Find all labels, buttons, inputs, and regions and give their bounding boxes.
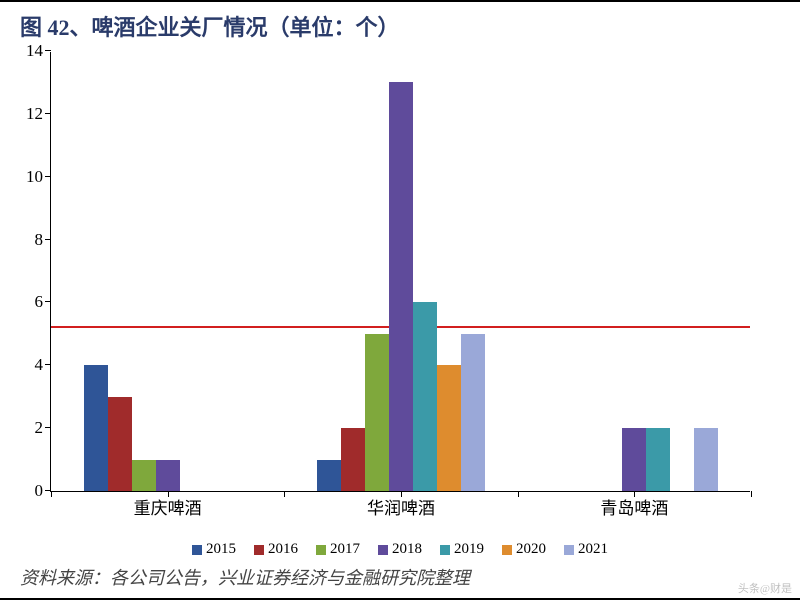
watermark: 头条@财是	[738, 580, 792, 596]
y-tick-label: 14	[13, 41, 43, 61]
bar	[622, 428, 646, 491]
y-tick-label: 0	[13, 481, 43, 501]
bar	[156, 460, 180, 491]
bar	[341, 428, 365, 491]
y-tick-mark	[45, 50, 51, 51]
y-tick-label: 2	[13, 418, 43, 438]
legend-item: 2018	[378, 541, 422, 558]
legend-swatch	[192, 545, 202, 555]
y-tick-mark	[45, 239, 51, 240]
legend-label: 2015	[206, 541, 236, 558]
legend-swatch	[378, 545, 388, 555]
x-tick-mark	[518, 491, 519, 497]
bar	[365, 334, 389, 491]
legend-label: 2021	[578, 541, 608, 558]
bar	[694, 428, 718, 491]
legend-label: 2018	[392, 541, 422, 558]
y-tick-mark	[45, 113, 51, 114]
legend: 2015 2016 2017 2018 2019 2020 2021	[50, 541, 750, 558]
x-tick-mark	[51, 491, 52, 497]
x-category-label: 青岛啤酒	[600, 494, 668, 519]
bar	[317, 460, 341, 491]
bar	[413, 302, 437, 491]
x-category-label: 华润啤酒	[367, 494, 435, 519]
x-tick-mark	[401, 491, 402, 497]
bar	[437, 365, 461, 491]
y-tick-mark	[45, 364, 51, 365]
legend-swatch	[502, 545, 512, 555]
legend-item: 2015	[192, 541, 236, 558]
legend-swatch	[254, 545, 264, 555]
x-tick-mark	[168, 491, 169, 497]
bar	[646, 428, 670, 491]
y-tick-mark	[45, 176, 51, 177]
legend-item: 2020	[502, 541, 546, 558]
legend-item: 2021	[564, 541, 608, 558]
chart-title: 图 42、啤酒企业关厂情况（单位：个）	[20, 10, 400, 42]
legend-label: 2019	[454, 541, 484, 558]
x-tick-mark	[634, 491, 635, 497]
legend-swatch	[440, 545, 450, 555]
legend-swatch	[564, 545, 574, 555]
bar	[389, 82, 413, 491]
x-tick-mark	[751, 491, 752, 497]
legend-label: 2016	[268, 541, 298, 558]
plot-area: 02468101214重庆啤酒华润啤酒青岛啤酒	[50, 52, 750, 492]
chart-figure: 图 42、啤酒企业关厂情况（单位：个） 02468101214重庆啤酒华润啤酒青…	[0, 0, 800, 600]
legend-item: 2017	[316, 541, 360, 558]
bar	[108, 397, 132, 491]
legend-label: 2020	[516, 541, 546, 558]
bar	[84, 365, 108, 491]
bar	[461, 334, 485, 491]
legend-label: 2017	[330, 541, 360, 558]
y-tick-label: 12	[13, 104, 43, 124]
y-tick-label: 10	[13, 167, 43, 187]
legend-swatch	[316, 545, 326, 555]
y-tick-label: 4	[13, 355, 43, 375]
y-tick-mark	[45, 301, 51, 302]
y-tick-label: 6	[13, 292, 43, 312]
x-category-label: 重庆啤酒	[134, 494, 202, 519]
legend-item: 2016	[254, 541, 298, 558]
y-tick-mark	[45, 427, 51, 428]
x-tick-mark	[284, 491, 285, 497]
source-text: 资料来源：各公司公告，兴业证券经济与金融研究院整理	[20, 564, 470, 590]
bar	[132, 460, 156, 491]
legend-item: 2019	[440, 541, 484, 558]
y-tick-label: 8	[13, 230, 43, 250]
